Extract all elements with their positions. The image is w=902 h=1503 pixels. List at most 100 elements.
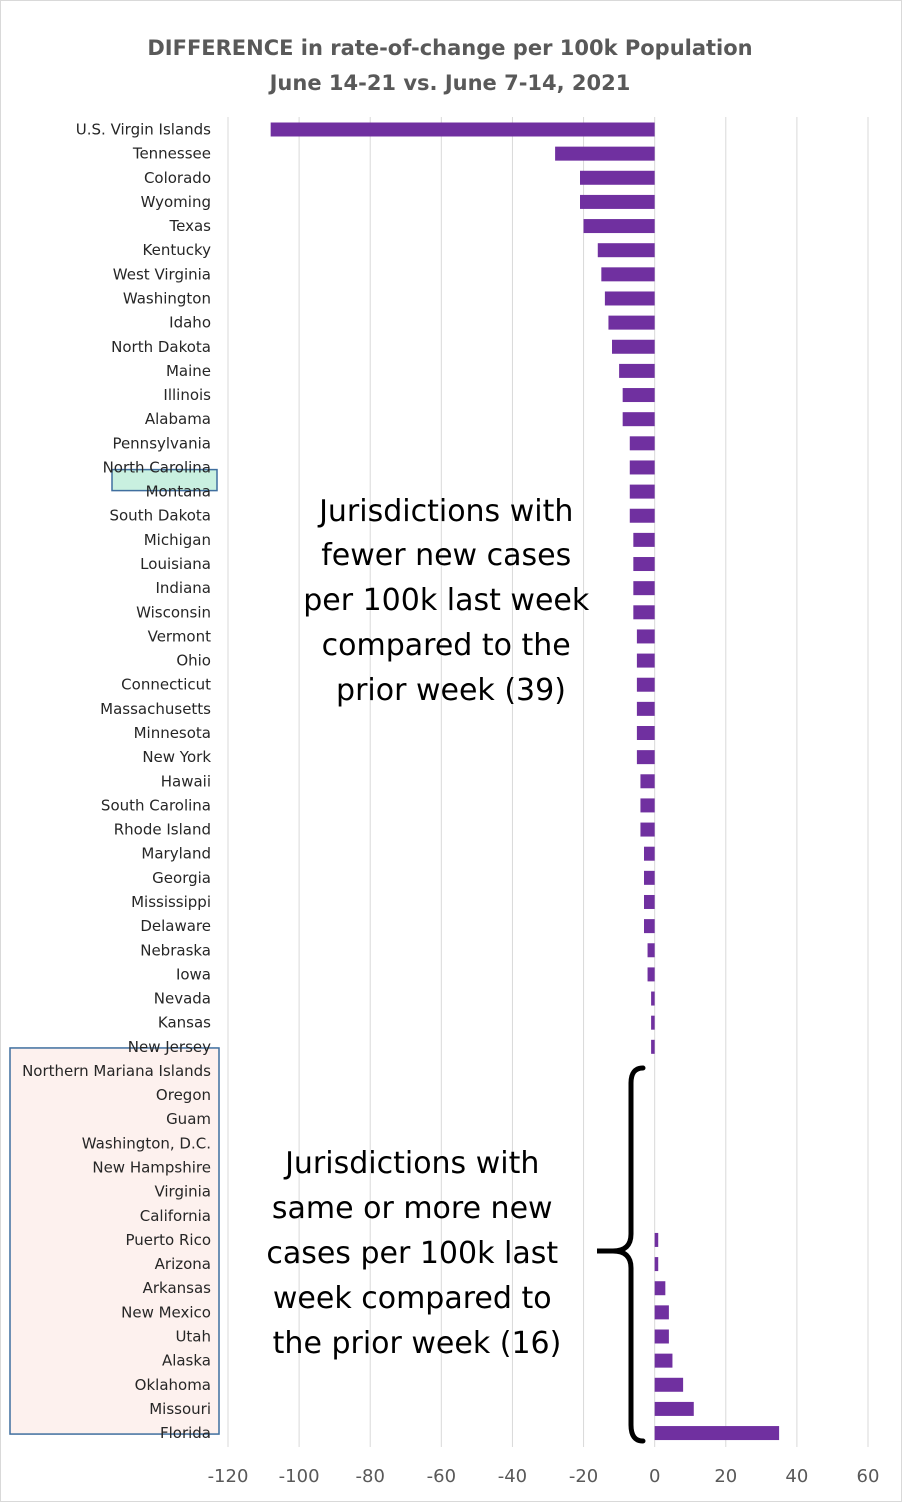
category-label: Kentucky xyxy=(143,241,212,259)
category-label: Kansas xyxy=(158,1014,211,1032)
gridlines xyxy=(227,117,869,1447)
bar xyxy=(654,1232,659,1247)
category-label: Rhode Island xyxy=(114,821,211,839)
bar xyxy=(629,484,655,499)
curly-brace xyxy=(597,1065,646,1444)
category-label: Mississippi xyxy=(131,893,211,911)
category-label: New Jersey xyxy=(128,1038,211,1056)
annotation-increase-line: cases per 100k last xyxy=(266,1236,558,1271)
bar xyxy=(580,194,655,209)
annotation-increase-line: week compared to xyxy=(273,1281,552,1316)
bar xyxy=(636,677,655,692)
category-label: Connecticut xyxy=(121,676,211,694)
x-tick-label: -60 xyxy=(427,1466,456,1487)
bar xyxy=(636,750,655,765)
category-label: Indiana xyxy=(155,579,211,597)
annotation-increase-line: same or more new xyxy=(272,1191,553,1226)
category-label: Missouri xyxy=(149,1400,211,1418)
category-label: Texas xyxy=(169,217,212,235)
x-tick-label: 0 xyxy=(649,1466,660,1487)
bar xyxy=(633,581,655,596)
svg-text:Jurisdictions with sam: Jurisdictions with same or more new case… xyxy=(266,1146,567,1361)
category-label: Delaware xyxy=(140,917,211,935)
annotation-decrease-line: fewer new cases xyxy=(321,538,571,573)
category-label: Wisconsin xyxy=(136,603,211,621)
bar xyxy=(654,1377,684,1392)
category-label: Alaska xyxy=(162,1352,211,1370)
bar xyxy=(636,653,655,668)
x-tick-label: -80 xyxy=(356,1466,385,1487)
bars xyxy=(270,122,780,1441)
category-label: Nebraska xyxy=(140,941,211,959)
category-label: Puerto Rico xyxy=(125,1231,211,1249)
bar xyxy=(629,436,655,451)
annotation-increase-line: the prior week (16) xyxy=(273,1326,562,1361)
category-label: Ohio xyxy=(176,652,211,670)
annotation-decrease-line: prior week (39) xyxy=(336,673,566,708)
bar xyxy=(647,967,655,982)
bar xyxy=(633,605,655,620)
category-label: Northern Mariana Islands xyxy=(22,1062,211,1080)
category-label: New York xyxy=(142,748,211,766)
category-label: Arizona xyxy=(155,1255,211,1273)
category-label: Guam xyxy=(166,1110,211,1128)
bar xyxy=(604,291,655,306)
annotation-decrease-line: compared to the xyxy=(322,628,571,663)
category-label: U.S. Virgin Islands xyxy=(76,121,211,139)
bar xyxy=(622,412,655,427)
category-label: California xyxy=(140,1207,211,1225)
category-label: Alabama xyxy=(145,410,211,428)
category-label: Oregon xyxy=(156,1086,211,1104)
bar xyxy=(644,894,655,909)
category-label: North Carolina xyxy=(103,458,211,476)
bar xyxy=(640,774,655,789)
bar xyxy=(583,219,655,234)
bar xyxy=(654,1305,669,1320)
category-label: Vermont xyxy=(148,627,212,645)
bar xyxy=(629,460,655,475)
chart-title: DIFFERENCE in rate-of-change per 100k Po… xyxy=(147,36,752,60)
category-label: Pennsylvania xyxy=(112,434,211,452)
category-label: South Dakota xyxy=(109,507,211,525)
category-label: West Virginia xyxy=(113,265,211,283)
bar xyxy=(636,701,655,716)
category-label: Idaho xyxy=(169,314,211,332)
bar xyxy=(640,822,655,837)
x-tick-label: 40 xyxy=(785,1466,808,1487)
category-label: Illinois xyxy=(163,386,211,404)
bar xyxy=(651,1039,655,1054)
x-tick-label: -40 xyxy=(498,1466,527,1487)
bar xyxy=(597,243,655,258)
category-label: Massachusetts xyxy=(100,700,211,718)
category-label: Florida xyxy=(160,1424,211,1442)
bar xyxy=(654,1401,694,1416)
category-label: Washington xyxy=(123,289,211,307)
bar xyxy=(636,726,655,740)
bar xyxy=(654,1329,669,1344)
category-label: Wyoming xyxy=(141,193,211,211)
category-label: Oklahoma xyxy=(135,1376,211,1394)
bar xyxy=(636,629,655,644)
category-label: Nevada xyxy=(154,990,211,1008)
annotation-increase: Jurisdictions with same or more new case… xyxy=(266,1146,567,1361)
annotation-increase-line: Jurisdictions with xyxy=(283,1146,539,1181)
category-label: New Hampshire xyxy=(92,1159,211,1177)
category-label: South Carolina xyxy=(101,796,211,814)
x-tick-label: 60 xyxy=(857,1466,880,1487)
x-axis-ticks: -120 -100 -80 -60 -40 -20 0 20 40 60 xyxy=(208,1466,880,1487)
bar xyxy=(644,846,655,861)
x-tick-label: -100 xyxy=(279,1466,320,1487)
bar xyxy=(654,1281,666,1296)
svg-text:Jurisdictions with few: Jurisdictions with fewer new cases per 1… xyxy=(303,494,599,708)
highlight-box xyxy=(111,468,218,492)
bar xyxy=(654,1353,673,1368)
bar xyxy=(555,146,655,161)
bar xyxy=(580,170,655,185)
bar xyxy=(651,991,655,1006)
category-label: Minnesota xyxy=(134,724,211,742)
bar xyxy=(654,1426,780,1441)
bar xyxy=(270,122,655,137)
category-boxes xyxy=(9,468,220,1435)
bar xyxy=(644,919,655,934)
